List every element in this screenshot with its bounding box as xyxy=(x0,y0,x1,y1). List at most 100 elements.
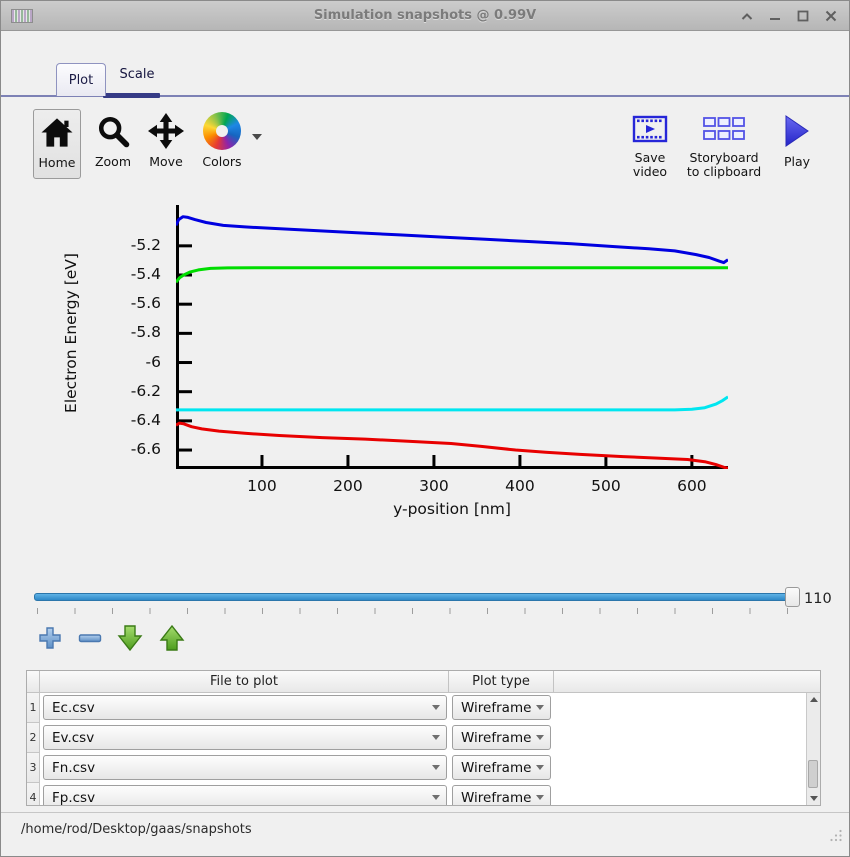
row-number[interactable]: 1 xyxy=(27,693,40,723)
x-tick-label: 500 xyxy=(591,477,621,495)
file-select[interactable]: Fp.csv xyxy=(43,785,447,805)
y-tick-label: -6.4 xyxy=(130,410,161,429)
storyboard-label: Storyboard to clipboard xyxy=(686,150,762,179)
film-play-icon xyxy=(632,109,668,149)
chevron-down-icon xyxy=(536,795,544,800)
y-tick-label: -5.4 xyxy=(130,265,161,283)
colors-dropdown-arrow-icon[interactable] xyxy=(252,134,262,140)
file-cell: Ec.csv xyxy=(40,693,449,723)
play-button[interactable]: Play xyxy=(773,109,821,179)
app-icon xyxy=(11,9,33,23)
file-cell: Ev.csv xyxy=(40,723,449,753)
row-number[interactable]: 4 xyxy=(27,783,40,805)
slider-ticks xyxy=(37,608,789,614)
window-title: Simulation snapshots @ 0.99V xyxy=(313,8,537,23)
plot-canvas[interactable] xyxy=(176,205,728,469)
save-video-button[interactable]: Save video xyxy=(622,109,678,179)
row-number[interactable]: 2 xyxy=(27,723,40,753)
chevron-down-icon xyxy=(432,765,440,770)
resize-grip-icon[interactable] xyxy=(829,827,843,846)
table-corner[interactable] xyxy=(27,671,40,692)
file-select[interactable]: Fn.csv xyxy=(43,755,447,780)
plot-type-cell: Wireframe xyxy=(449,723,554,753)
plot-files-table: File to plot Plot type 1 Ec.csv Wireframe 2… xyxy=(26,670,821,806)
x-tick-label: 400 xyxy=(505,477,535,495)
row-filler xyxy=(554,723,806,753)
header-file-to-plot[interactable]: File to plot xyxy=(40,671,449,692)
storyboard-grid-icon xyxy=(703,109,745,149)
maximize-button[interactable] xyxy=(795,8,811,24)
file-select-value: Ec.csv xyxy=(52,699,95,716)
series-Fn.csv xyxy=(176,421,728,469)
magnifier-icon xyxy=(96,109,130,153)
remove-row-button[interactable] xyxy=(77,626,103,654)
colors-button[interactable]: Colors xyxy=(195,109,249,179)
plot-type-select[interactable]: Wireframe xyxy=(452,755,551,780)
file-select[interactable]: Ev.csv xyxy=(43,725,447,750)
file-cell: Fp.csv xyxy=(40,783,449,805)
header-filler xyxy=(554,671,806,692)
chevron-down-icon xyxy=(536,735,544,740)
plot-type-select[interactable]: Wireframe xyxy=(452,785,551,805)
titlebar[interactable]: Simulation snapshots @ 0.99V xyxy=(1,1,849,31)
row-number[interactable]: 3 xyxy=(27,753,40,783)
move-row-up-button[interactable] xyxy=(159,624,185,656)
home-label: Home xyxy=(38,155,76,170)
plot-area: Electron Energy [eV] -5.2 -5.4 -5.6 -5.8 -6 -… xyxy=(1,196,849,531)
tab-plot[interactable]: Plot xyxy=(56,63,106,96)
header-plot-type[interactable]: Plot type xyxy=(449,671,554,692)
scrollbar-thumb[interactable] xyxy=(808,760,818,788)
row-filler xyxy=(554,753,806,783)
x-tick-label: 200 xyxy=(333,477,363,495)
minus-icon xyxy=(78,626,102,654)
y-tick-label: -6.2 xyxy=(130,381,161,400)
zoom-label: Zoom xyxy=(94,154,132,169)
scroll-down-icon[interactable] xyxy=(807,792,820,805)
statusbar-divider xyxy=(1,812,849,813)
row-filler xyxy=(554,783,806,805)
move-label: Move xyxy=(149,154,183,169)
shade-button[interactable] xyxy=(739,8,755,24)
table-header: File to plot Plot type xyxy=(27,671,820,693)
plot-type-cell: Wireframe xyxy=(449,693,554,723)
move-button[interactable]: Move xyxy=(142,109,190,179)
table-row: 2 Ev.csv Wireframe xyxy=(27,723,806,753)
statusbar-path: /home/rod/Desktop/gaas/snapshots xyxy=(21,822,252,837)
slider-handle[interactable] xyxy=(785,587,800,607)
scrollbar-track[interactable] xyxy=(807,706,820,792)
slider-value: 110 xyxy=(804,591,832,607)
file-select[interactable]: Ec.csv xyxy=(43,695,447,720)
arrow-up-icon xyxy=(159,624,185,656)
tab-scale[interactable]: Scale xyxy=(119,67,155,82)
storyboard-button[interactable]: Storyboard to clipboard xyxy=(682,109,766,179)
plot-type-cell: Wireframe xyxy=(449,783,554,805)
home-icon xyxy=(40,110,74,154)
x-axis-label: y-position [nm] xyxy=(393,500,511,518)
series-Ec.csv xyxy=(176,215,728,265)
move-row-down-button[interactable] xyxy=(117,625,143,654)
plot-type-select[interactable]: Wireframe xyxy=(452,725,551,750)
move-arrows-icon xyxy=(148,109,184,153)
color-wheel-icon xyxy=(203,112,241,150)
chevron-down-icon xyxy=(536,705,544,710)
close-button[interactable] xyxy=(823,8,839,24)
home-button[interactable]: Home xyxy=(33,109,81,179)
file-select-value: Fp.csv xyxy=(52,789,96,806)
scroll-up-icon[interactable] xyxy=(807,693,820,706)
plot-type-select-value: Wireframe xyxy=(461,699,532,716)
series-Ev.csv xyxy=(176,266,728,284)
save-video-label: Save video xyxy=(632,150,668,179)
zoom-button[interactable]: Zoom xyxy=(89,109,137,179)
plot-type-select[interactable]: Wireframe xyxy=(452,695,551,720)
add-row-button[interactable] xyxy=(37,626,63,654)
chevron-down-icon xyxy=(432,705,440,710)
minimize-button[interactable] xyxy=(767,8,783,24)
tabbar-divider xyxy=(1,95,849,97)
table-scrollbar[interactable] xyxy=(806,693,820,805)
chevron-down-icon xyxy=(536,765,544,770)
y-tick-label: -6.6 xyxy=(130,440,161,459)
plus-icon xyxy=(38,626,62,654)
series-Fp.csv xyxy=(176,395,728,412)
snapshot-slider[interactable] xyxy=(34,593,794,601)
